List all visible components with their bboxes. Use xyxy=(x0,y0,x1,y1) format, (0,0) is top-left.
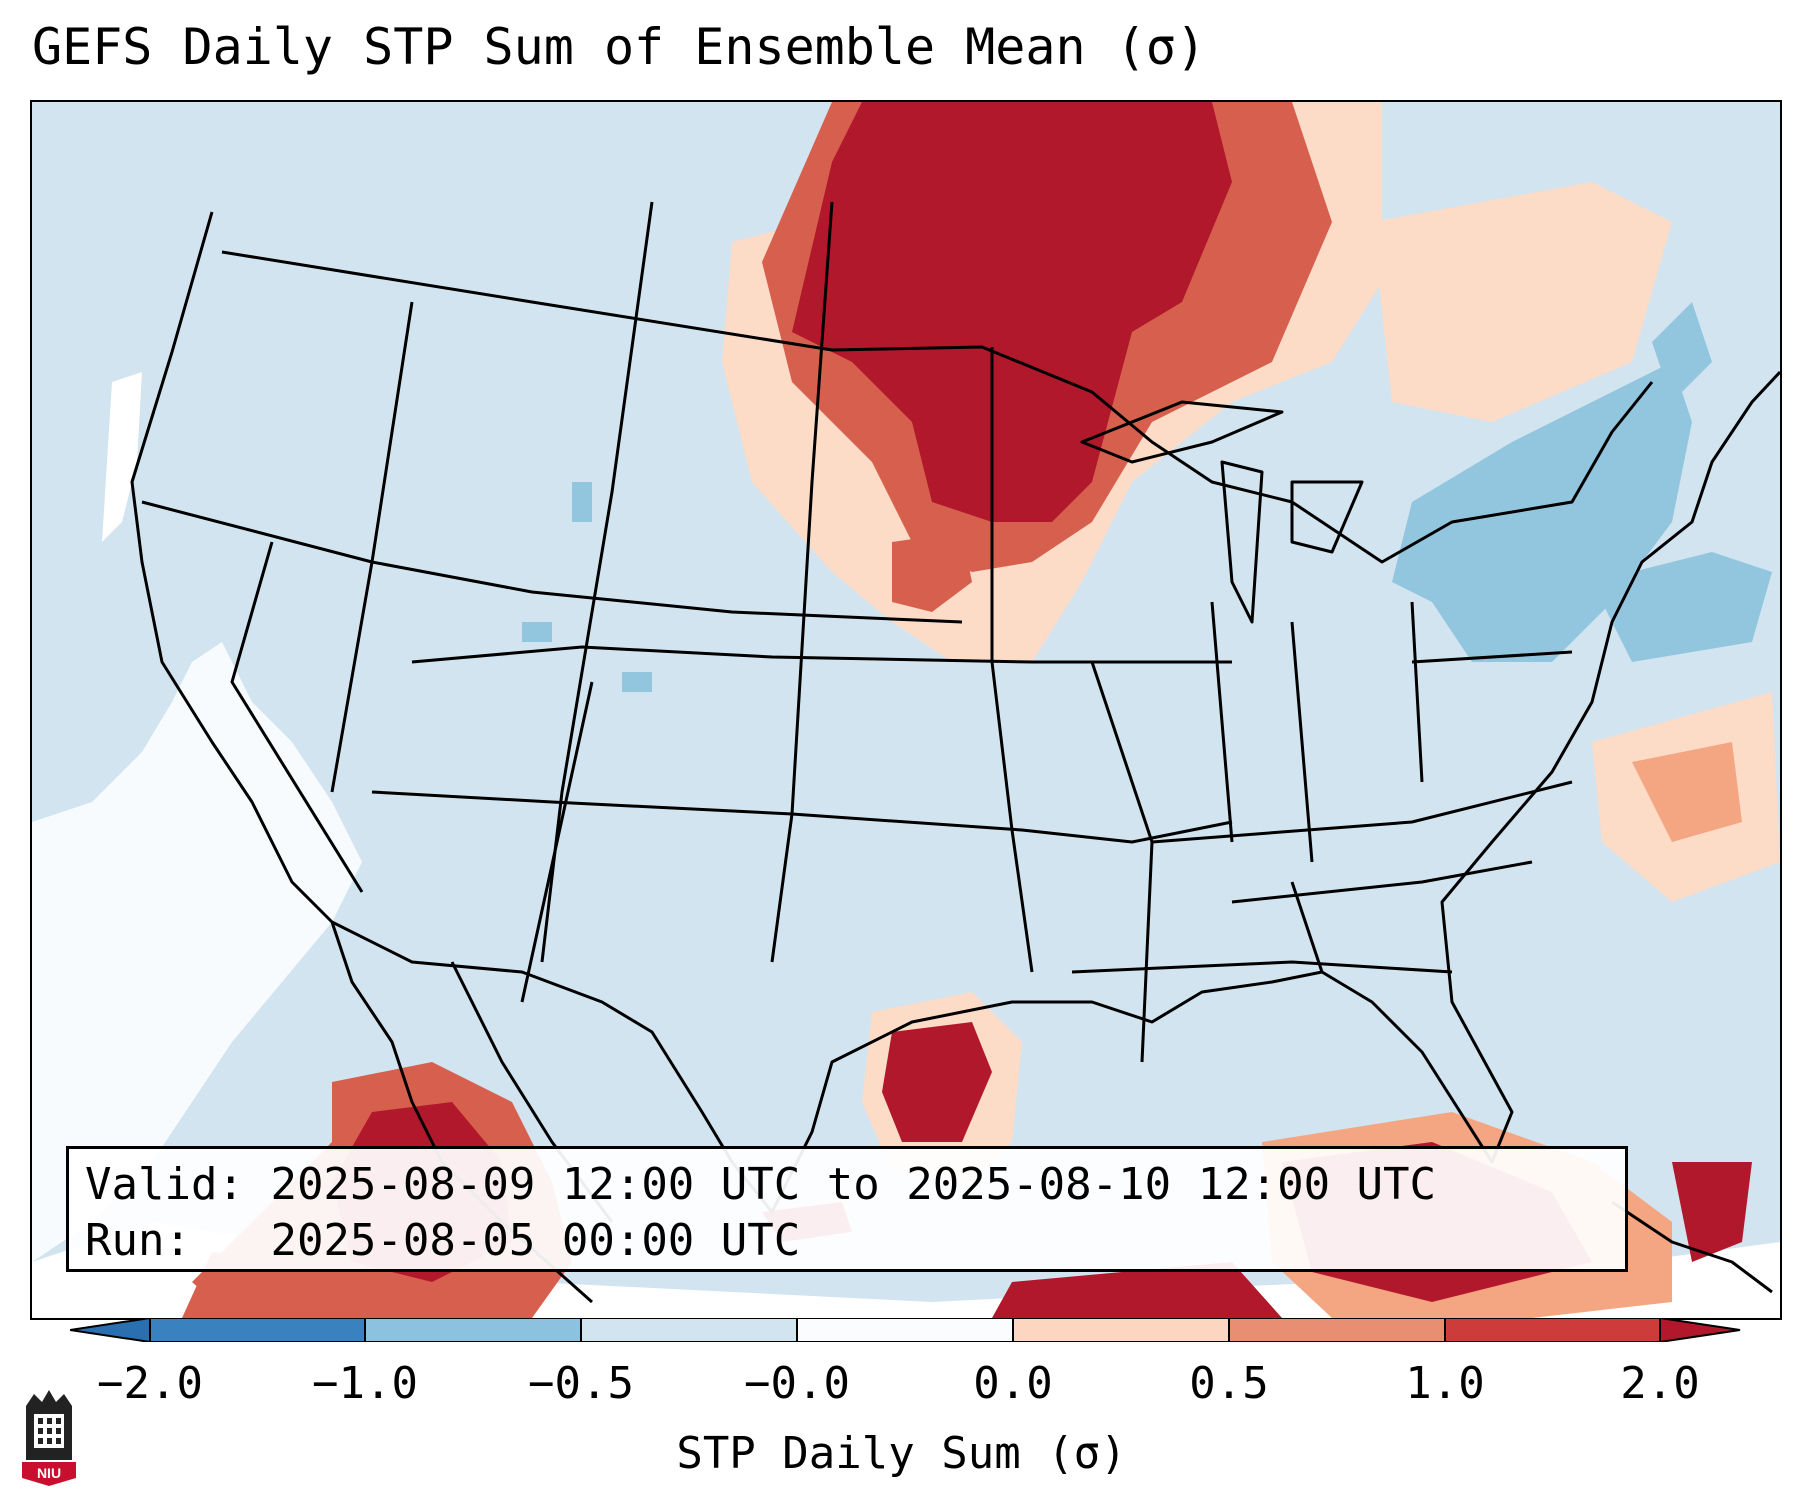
chart-title: GEFS Daily STP Sum of Ensemble Mean (σ) xyxy=(32,18,1206,76)
texas-dark-patch xyxy=(882,1022,992,1142)
colorbar-segment-1 xyxy=(365,1318,581,1342)
lake-huron xyxy=(1290,480,1364,554)
run-label: Run: xyxy=(85,1215,191,1266)
valid-run-box: Valid: 2025-08-09 12:00 UTC to 2025-08-1… xyxy=(66,1146,1628,1272)
run-row: Run: 2025-08-05 00:00 UTC xyxy=(85,1213,1625,1269)
negative-anomaly-patches xyxy=(522,302,1772,692)
colorbar-tick: −1.0 xyxy=(312,1358,418,1409)
colorbar-segment-0 xyxy=(150,1318,365,1342)
lake-superior xyxy=(1080,400,1284,464)
valid-label: Valid: xyxy=(85,1159,244,1210)
nebraska-red-patch xyxy=(892,532,972,612)
northern-plains-dark-patch xyxy=(792,102,1232,522)
colorbar-segment-4 xyxy=(1013,1318,1229,1342)
valid-row: Valid: 2025-08-09 12:00 UTC to 2025-08-1… xyxy=(85,1157,1625,1213)
logo-text: NIU xyxy=(37,1465,61,1481)
us-outline xyxy=(130,211,1780,1214)
colorbar-extend-low xyxy=(70,1318,150,1342)
colorbar-segment-3 xyxy=(797,1318,1013,1342)
colorbar-tick: −0.0 xyxy=(744,1358,850,1409)
colorbar-tick: 2.0 xyxy=(1620,1358,1700,1409)
colorbar-tick: 0.5 xyxy=(1189,1358,1269,1409)
colorbar-segment-2 xyxy=(581,1318,797,1342)
colorbar-extend-high xyxy=(1660,1318,1740,1342)
lake-michigan xyxy=(1220,460,1264,624)
colorbar xyxy=(70,1318,1741,1342)
colorbar-tick: −2.0 xyxy=(97,1358,203,1409)
colorbar-tick: 1.0 xyxy=(1405,1358,1485,1409)
run-value: 2025-08-05 00:00 UTC xyxy=(270,1215,801,1266)
colorbar-segment-5 xyxy=(1229,1318,1445,1342)
niu-logo: NIU xyxy=(22,1390,76,1486)
stp-map xyxy=(32,102,1780,1318)
colorbar-tick: −0.5 xyxy=(528,1358,634,1409)
valid-value: 2025-08-09 12:00 UTC to 2025-08-10 12:00… xyxy=(270,1159,1437,1210)
map-borders xyxy=(130,201,1780,1304)
canada-border xyxy=(221,250,1654,564)
colorbar-segment-6 xyxy=(1445,1318,1660,1342)
map-panel xyxy=(30,100,1782,1320)
colorbar-tick: 0.0 xyxy=(973,1358,1053,1409)
colorbar-label: STP Daily Sum (σ) xyxy=(676,1428,1127,1479)
